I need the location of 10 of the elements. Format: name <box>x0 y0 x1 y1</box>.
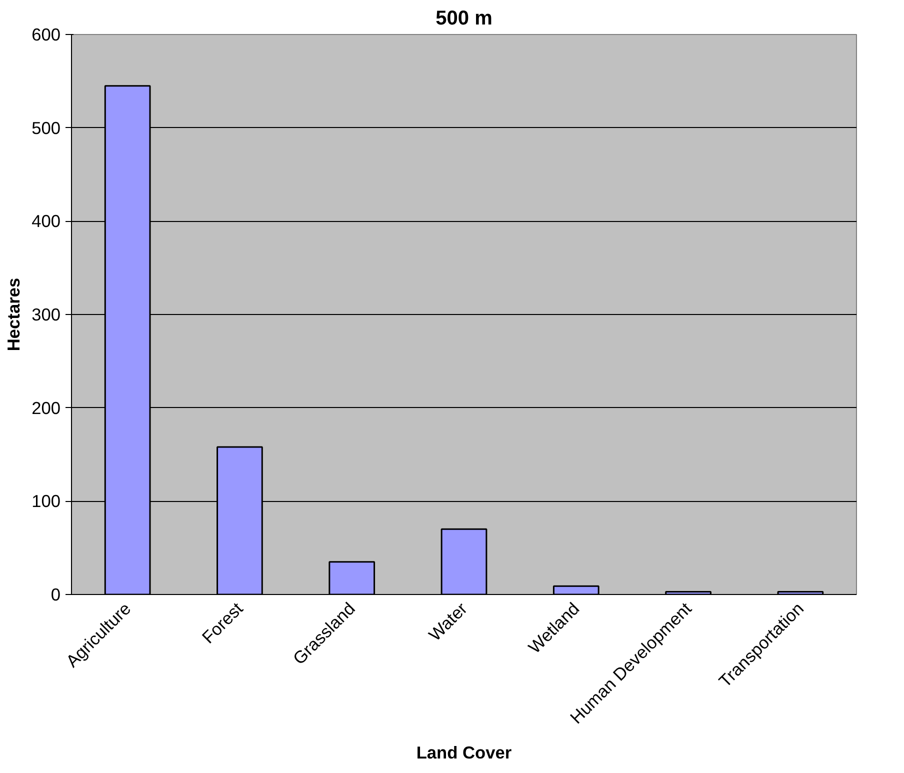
y-tick-label: 100 <box>32 491 61 512</box>
y-tick-label: 600 <box>32 24 61 44</box>
y-axis-title: Hectares <box>4 278 24 352</box>
y-tick-label: 500 <box>32 118 61 138</box>
y-tick-label: 300 <box>32 304 61 324</box>
x-axis-title: Land Cover <box>416 742 512 763</box>
y-tick-label: 400 <box>32 211 61 232</box>
y-tick-label: 0 <box>50 584 61 604</box>
chart-title: 500 m <box>436 8 492 30</box>
y-tick-label: 200 <box>32 398 61 418</box>
